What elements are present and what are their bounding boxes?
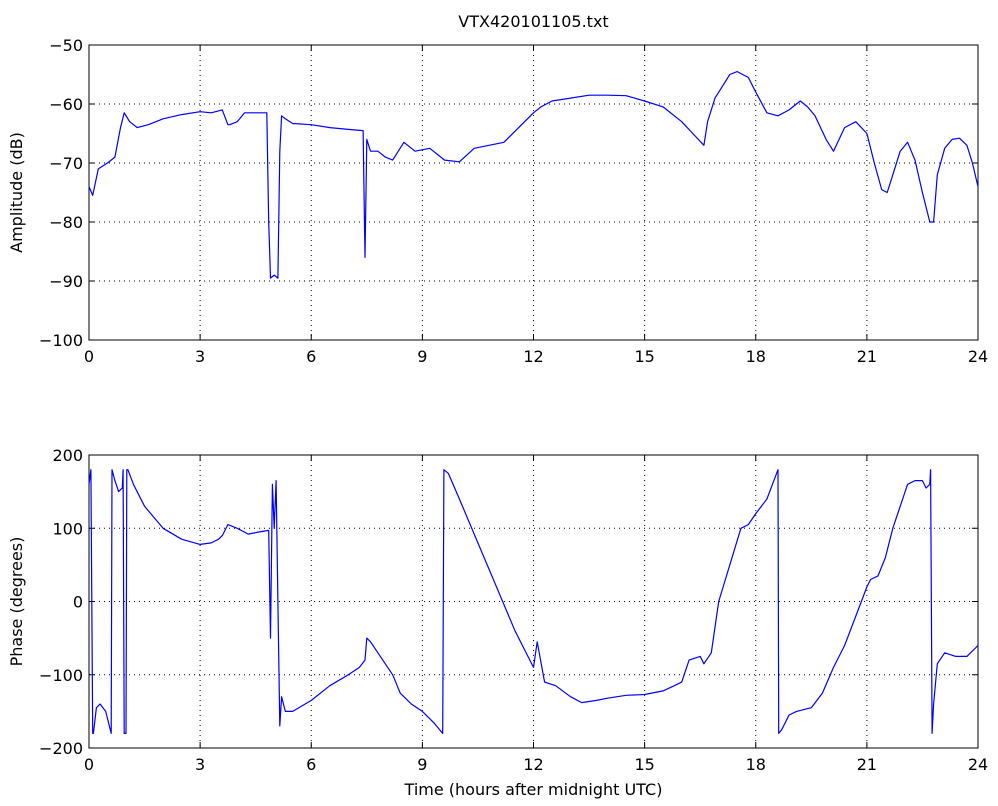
phase-y-axis-title: Phase (degrees) <box>7 537 26 667</box>
amplitude-x-tick-label: 21 <box>857 347 877 366</box>
amplitude-x-tick-label: 9 <box>417 347 427 366</box>
phase-y-tick-label: 100 <box>52 519 83 538</box>
phase-y-tick-label: −200 <box>39 739 83 758</box>
amplitude-y-tick-label: −50 <box>49 36 83 55</box>
amplitude-x-tick-label: 15 <box>634 347 654 366</box>
phase-x-tick-label: 9 <box>417 755 427 774</box>
amplitude-y-axis-title: Amplitude (dB) <box>7 132 26 253</box>
amplitude-x-tick-label: 12 <box>523 347 543 366</box>
phase-x-tick-label: 0 <box>84 755 94 774</box>
phase-y-tick-label: −100 <box>39 666 83 685</box>
phase-y-tick-label: 200 <box>52 446 83 465</box>
amplitude-y-tick-label: −70 <box>49 154 83 173</box>
phase-panel: 0 3 6 9 12 15 18 21 24 −200 −100 0 100 200 Phase (degr… <box>7 446 988 799</box>
amplitude-x-tick-label: 6 <box>306 347 316 366</box>
amplitude-series-line <box>88 70 979 279</box>
phase-x-tick-label: 15 <box>634 755 654 774</box>
amplitude-y-tick-label: −60 <box>49 95 83 114</box>
phase-x-tick-label: 18 <box>746 755 766 774</box>
phase-x-tick-label: 21 <box>857 755 877 774</box>
amplitude-y-tick-label: −100 <box>39 331 83 350</box>
amplitude-y-tick-label: −80 <box>49 213 83 232</box>
phase-x-tick-label: 3 <box>195 755 205 774</box>
amplitude-panel: 0 3 6 9 12 15 18 21 24 −100 −90 −80 −70 −60 −50 Amplitu… <box>7 36 988 366</box>
phase-x-tick-label: 6 <box>306 755 316 774</box>
phase-x-axis-title: Time (hours after midnight UTC) <box>404 780 663 799</box>
phase-y-tick-label: 0 <box>73 593 83 612</box>
amplitude-y-tick-label: −90 <box>49 272 83 291</box>
phase-x-tick-label: 12 <box>523 755 543 774</box>
amplitude-x-tick-label: 0 <box>84 347 94 366</box>
amplitude-x-tick-label: 3 <box>195 347 205 366</box>
figure-title: VTX420101105.txt <box>458 12 608 31</box>
amplitude-x-tick-label: 18 <box>746 347 766 366</box>
phase-series-line <box>88 469 979 735</box>
phase-x-tick-label: 24 <box>968 755 988 774</box>
amplitude-x-tick-label: 24 <box>968 347 988 366</box>
